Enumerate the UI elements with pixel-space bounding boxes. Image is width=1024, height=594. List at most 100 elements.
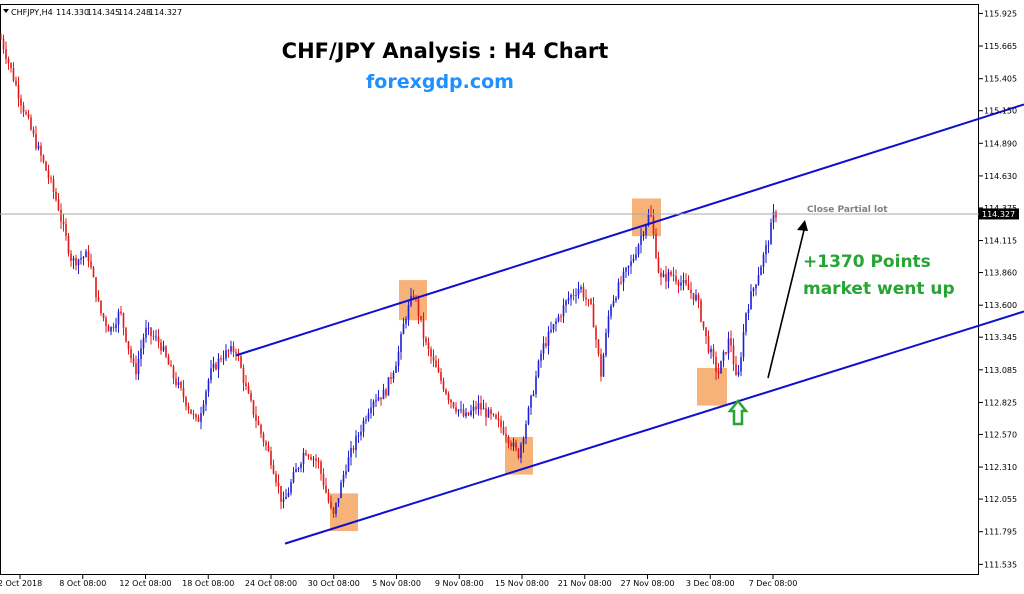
candle-body — [227, 350, 230, 352]
candle-body — [352, 448, 355, 451]
candle-body — [125, 327, 127, 342]
candle-body — [595, 327, 597, 340]
candle-body — [475, 406, 477, 410]
candle-body — [355, 436, 357, 451]
symbol-dropdown-icon[interactable] — [3, 9, 9, 13]
x-tick-label: 3 Dec 08:00 — [686, 579, 735, 588]
candle-body — [735, 364, 737, 375]
candle-body — [427, 342, 430, 349]
candle-body — [712, 348, 715, 357]
y-tick-label: 112.310 — [984, 463, 1017, 472]
candle-body — [2, 38, 5, 50]
candle-body — [760, 266, 762, 276]
candle-body — [47, 170, 50, 179]
candle-body — [772, 211, 775, 223]
candle-body — [682, 280, 685, 283]
candle-body — [392, 372, 395, 379]
candle-body — [92, 267, 95, 278]
candle-body — [147, 327, 150, 329]
candle-body — [400, 334, 402, 352]
x-tick-label: 5 Nov 08:00 — [372, 579, 421, 588]
candle-body — [210, 368, 212, 381]
candle-body — [30, 117, 32, 130]
candle-body — [647, 213, 650, 226]
candle-body — [250, 393, 252, 401]
candle-body — [630, 261, 632, 266]
candle-body — [650, 213, 652, 217]
candle-body — [545, 343, 547, 346]
candle-body — [347, 457, 350, 472]
y-tick-label: 113.600 — [984, 301, 1017, 310]
candle-body — [335, 503, 337, 514]
candle-body — [582, 287, 585, 298]
y-tick-label: 113.860 — [984, 269, 1017, 278]
candle-body — [675, 276, 677, 282]
candle-body — [525, 423, 527, 439]
candle-body — [310, 456, 312, 460]
candle-body — [130, 349, 132, 359]
candle-body — [417, 298, 420, 317]
candle-body — [362, 420, 365, 432]
candle-body — [722, 352, 725, 361]
y-tick-label: 115.665 — [984, 42, 1017, 51]
candle-body — [60, 210, 62, 222]
target-arrow-line — [767, 225, 806, 379]
candle-body — [740, 357, 742, 372]
candle-body — [737, 371, 740, 375]
candle-body — [547, 331, 550, 346]
candle-body — [447, 393, 450, 400]
candle-body — [600, 353, 602, 377]
candle-body — [435, 360, 437, 368]
candle-body — [745, 312, 747, 332]
chart-subtitle: forexgdp.com — [366, 71, 514, 93]
candle-body — [257, 420, 260, 426]
candle-body — [660, 272, 662, 277]
candle-body — [300, 464, 302, 469]
y-axis: 115.925 115.665 115.405 115.150 114.890 114.6… — [979, 9, 1017, 569]
candle-body — [232, 346, 235, 353]
candle-body — [27, 113, 30, 118]
candle-body — [690, 289, 692, 294]
y-tick-label: 114.890 — [984, 139, 1017, 148]
candle-body — [320, 461, 322, 474]
candle-body — [182, 387, 185, 398]
candle-body — [665, 273, 667, 282]
candle-body — [260, 425, 262, 434]
candle-body — [115, 324, 117, 329]
candle-body — [52, 179, 55, 192]
low-value: 114.248 — [118, 8, 151, 17]
candle-body — [372, 401, 375, 408]
candle-body — [462, 409, 465, 417]
candle-body — [20, 98, 22, 106]
candle-body — [667, 271, 670, 282]
candle-body — [105, 318, 107, 326]
candle-body — [637, 244, 640, 255]
candle-body — [480, 403, 482, 410]
candle-body — [652, 216, 655, 234]
y-tick-label: 115.405 — [984, 75, 1017, 84]
candle-body — [170, 364, 172, 367]
candle-body — [245, 383, 247, 387]
candle-body — [430, 348, 432, 357]
candle-body — [62, 221, 65, 224]
candle-body — [37, 145, 40, 149]
candle-body — [557, 316, 560, 322]
candle-body — [112, 327, 115, 329]
candle-body — [312, 458, 315, 460]
candle-body — [552, 324, 555, 330]
current-price-value: 114.327 — [982, 210, 1015, 219]
candle-body — [145, 327, 147, 338]
candle-body — [680, 282, 682, 286]
candle-body — [592, 304, 595, 328]
candle-body — [85, 251, 87, 258]
candle-body — [490, 409, 492, 415]
candle-body — [460, 409, 462, 411]
candle-body — [345, 471, 347, 475]
x-tick-label: 21 Nov 08:00 — [558, 579, 612, 588]
candle-body — [407, 305, 410, 320]
candle-body — [522, 438, 525, 445]
candle-body — [280, 486, 282, 502]
y-tick-label: 111.795 — [984, 528, 1017, 537]
candle-body — [537, 360, 540, 377]
candle-body — [215, 363, 217, 370]
